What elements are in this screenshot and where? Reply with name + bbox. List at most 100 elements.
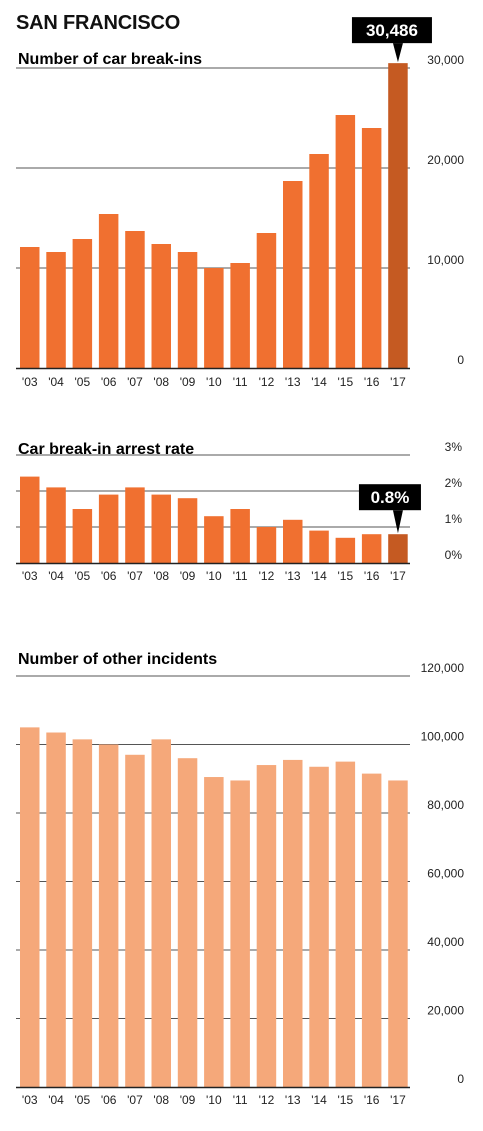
x-tick-label: '14 <box>311 569 327 583</box>
x-tick-label: '08 <box>153 375 169 389</box>
callout-pointer <box>392 510 403 534</box>
y-tick-label: 3% <box>445 440 463 454</box>
callout-label: 0.8% <box>371 488 410 507</box>
bar-12 <box>335 115 356 368</box>
bar-5 <box>151 739 171 1087</box>
x-tick-label: '06 <box>101 569 117 583</box>
bar-4 <box>125 754 145 1087</box>
bar-1 <box>46 487 66 563</box>
y-tick-label: 2% <box>445 476 463 490</box>
bar-7 <box>204 777 224 1087</box>
x-tick-label: '09 <box>180 1093 196 1107</box>
bar-6 <box>177 758 198 1087</box>
x-tick-label: '15 <box>338 1093 354 1107</box>
bar-0 <box>20 476 40 563</box>
x-tick-label: '09 <box>180 569 196 583</box>
x-tick-label: '11 <box>233 375 248 389</box>
bar-3 <box>98 214 119 368</box>
bar-13 <box>361 534 382 563</box>
x-tick-label: '10 <box>206 375 222 389</box>
bar-11 <box>309 530 329 563</box>
bar-14 <box>388 780 408 1087</box>
chart-1: 0 10,000 20,000 30,000 '03 '04 '05 '06 '07 '08 '09… <box>16 17 464 389</box>
callout-pointer <box>392 43 403 63</box>
y-tick-label: 80,000 <box>427 798 464 812</box>
x-tick-label: '04 <box>48 569 64 583</box>
bar-8 <box>230 263 250 368</box>
x-tick-label: '05 <box>75 375 91 389</box>
x-tick-label: '12 <box>259 569 275 583</box>
y-tick-label: 40,000 <box>427 935 464 949</box>
chart-3: 0 20,000 40,000 60,000 80,000 100,000 120,000 '… <box>16 651 464 1107</box>
x-tick-label: '07 <box>127 375 143 389</box>
y-tick-label: 0 <box>457 1072 464 1086</box>
bar-11 <box>309 766 329 1087</box>
bar-7 <box>204 268 224 368</box>
bar-0 <box>20 727 40 1087</box>
x-tick-label: '08 <box>153 569 169 583</box>
bar-3 <box>98 494 119 563</box>
bar-2 <box>72 509 93 563</box>
bar-1 <box>46 252 66 368</box>
x-tick-label: '06 <box>101 1093 117 1107</box>
x-tick-label: '16 <box>364 569 380 583</box>
x-tick-label: '13 <box>285 375 301 389</box>
bar-10 <box>283 181 303 368</box>
x-tick-label: '13 <box>285 569 301 583</box>
x-tick-label: '13 <box>285 1093 301 1107</box>
x-tick-label: '14 <box>311 1093 327 1107</box>
y-tick-label: 100,000 <box>421 730 465 744</box>
chart-2: 0% 1% 2% 3% '03 '04 '05 '06 '07 '08 '09 '10 '11 '12 '1… <box>16 440 462 583</box>
chart-title: Number of car break-ins <box>18 51 202 68</box>
x-tick-label: '16 <box>364 375 380 389</box>
bar-8 <box>230 780 250 1087</box>
x-tick-label: '03 <box>22 1093 38 1107</box>
bar-9 <box>256 765 277 1087</box>
x-tick-label: '14 <box>311 375 327 389</box>
bar-9 <box>256 527 277 563</box>
x-tick-label: '05 <box>75 1093 91 1107</box>
bar-13 <box>361 128 382 368</box>
bar-6 <box>177 252 198 368</box>
x-tick-label: '11 <box>233 1093 248 1107</box>
x-tick-label: '07 <box>127 1093 143 1107</box>
bar-5 <box>151 244 171 368</box>
bar-6 <box>177 498 198 563</box>
bar-12 <box>335 537 356 563</box>
x-tick-label: '08 <box>153 1093 169 1107</box>
y-tick-label: 20,000 <box>427 153 464 167</box>
bar-4 <box>125 487 145 563</box>
callout-label: 30,486 <box>366 21 418 40</box>
callout-box <box>351 17 432 44</box>
bar-13 <box>361 773 382 1087</box>
bar-11 <box>309 154 329 368</box>
x-tick-label: '10 <box>206 569 222 583</box>
bar-14 <box>388 534 408 563</box>
bar-3 <box>98 744 119 1087</box>
bar-12 <box>335 761 356 1087</box>
x-tick-label: '17 <box>390 569 406 583</box>
bar-10 <box>283 759 303 1087</box>
x-tick-label: '03 <box>22 569 38 583</box>
callout: 0.8% <box>358 484 421 534</box>
x-tick-label: '06 <box>101 375 117 389</box>
page-title: SAN FRANCISCO <box>16 12 181 34</box>
callout-box <box>358 484 421 511</box>
bar-7 <box>204 516 224 563</box>
y-tick-label: 30,000 <box>427 53 464 67</box>
y-tick-label: 60,000 <box>427 867 464 881</box>
bar-14 <box>388 63 408 368</box>
y-tick-label: 120,000 <box>421 661 465 675</box>
x-tick-label: '10 <box>206 1093 222 1107</box>
callout: 30,486 <box>351 17 432 63</box>
y-tick-label: 1% <box>445 512 463 526</box>
y-tick-label: 10,000 <box>427 253 464 267</box>
bar-8 <box>230 509 250 563</box>
chart-title: Car break-in arrest rate <box>18 441 194 458</box>
x-tick-label: '04 <box>48 1093 64 1107</box>
bar-0 <box>20 247 40 368</box>
x-tick-label: '04 <box>48 375 64 389</box>
bar-5 <box>151 494 171 563</box>
x-tick-label: '15 <box>338 569 354 583</box>
